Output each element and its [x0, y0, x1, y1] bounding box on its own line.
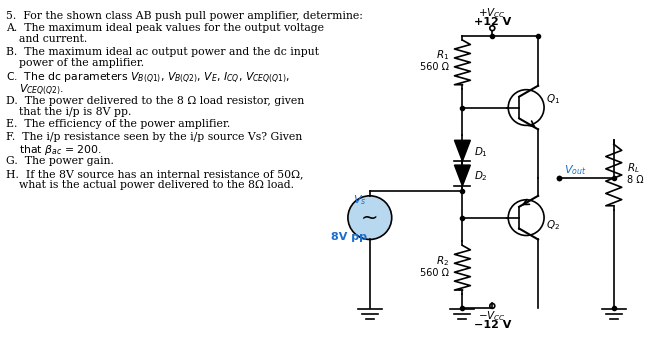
Text: −12 V: −12 V [473, 320, 511, 330]
Text: that the i/p is 8V pp.: that the i/p is 8V pp. [20, 107, 132, 117]
Text: power of the amplifier.: power of the amplifier. [20, 58, 144, 68]
Text: $D_1$: $D_1$ [474, 145, 488, 158]
Text: 8V pp: 8V pp [331, 233, 367, 243]
Text: $V_s$: $V_s$ [353, 193, 367, 207]
Polygon shape [454, 140, 470, 161]
Text: $D_2$: $D_2$ [474, 170, 488, 183]
Text: G.  The power gain.: G. The power gain. [7, 156, 114, 166]
Text: 560 Ω: 560 Ω [421, 268, 449, 278]
Text: B.  The maximum ideal ac output power and the dc input: B. The maximum ideal ac output power and… [7, 47, 319, 57]
Text: D.  The power delivered to the 8 Ω load resistor, given: D. The power delivered to the 8 Ω load r… [7, 95, 304, 106]
Text: H.  If the 8V source has an internal resistance of 50Ω,: H. If the 8V source has an internal resi… [7, 169, 304, 179]
Text: $Q_2$: $Q_2$ [546, 219, 560, 233]
Text: 8 Ω: 8 Ω [627, 175, 643, 185]
Text: C.  The dc parameters $V_{B(Q1)}$, $V_{B(Q2)}$, $V_E$, $I_{CQ}$, $V_{CEQ(Q1)}$,: C. The dc parameters $V_{B(Q1)}$, $V_{B(… [7, 71, 291, 85]
Text: A.  The maximum ideal peak values for the output voltage: A. The maximum ideal peak values for the… [7, 23, 325, 33]
Text: 5.  For the shown class AB push pull power amplifier, determine:: 5. For the shown class AB push pull powe… [7, 11, 363, 21]
Text: $-V_{CC}$: $-V_{CC}$ [479, 309, 506, 323]
Text: $+V_{CC}$: $+V_{CC}$ [479, 6, 506, 20]
Text: what is the actual power delivered to the 8Ω load.: what is the actual power delivered to th… [20, 180, 295, 190]
Text: that $\beta_{ac}$ = 200.: that $\beta_{ac}$ = 200. [20, 143, 102, 157]
Text: $R_2$: $R_2$ [436, 254, 449, 268]
Text: $V_{out}$: $V_{out}$ [564, 163, 586, 177]
Text: +12 V: +12 V [473, 17, 511, 27]
Text: $R_1$: $R_1$ [436, 48, 449, 62]
Text: $R_L$: $R_L$ [627, 161, 639, 175]
Text: E.  The efficiency of the power amplifier.: E. The efficiency of the power amplifier… [7, 119, 231, 129]
Text: and current.: and current. [20, 34, 88, 44]
Text: 560 Ω: 560 Ω [421, 62, 449, 72]
Text: $V_{CEQ(Q2)}$.: $V_{CEQ(Q2)}$. [20, 83, 64, 97]
Text: $Q_1$: $Q_1$ [546, 93, 560, 107]
Polygon shape [454, 165, 470, 186]
Circle shape [348, 196, 392, 239]
Text: ~: ~ [361, 208, 379, 228]
Text: F.  The i/p resistance seen by the i/p source Vs? Given: F. The i/p resistance seen by the i/p so… [7, 132, 302, 142]
